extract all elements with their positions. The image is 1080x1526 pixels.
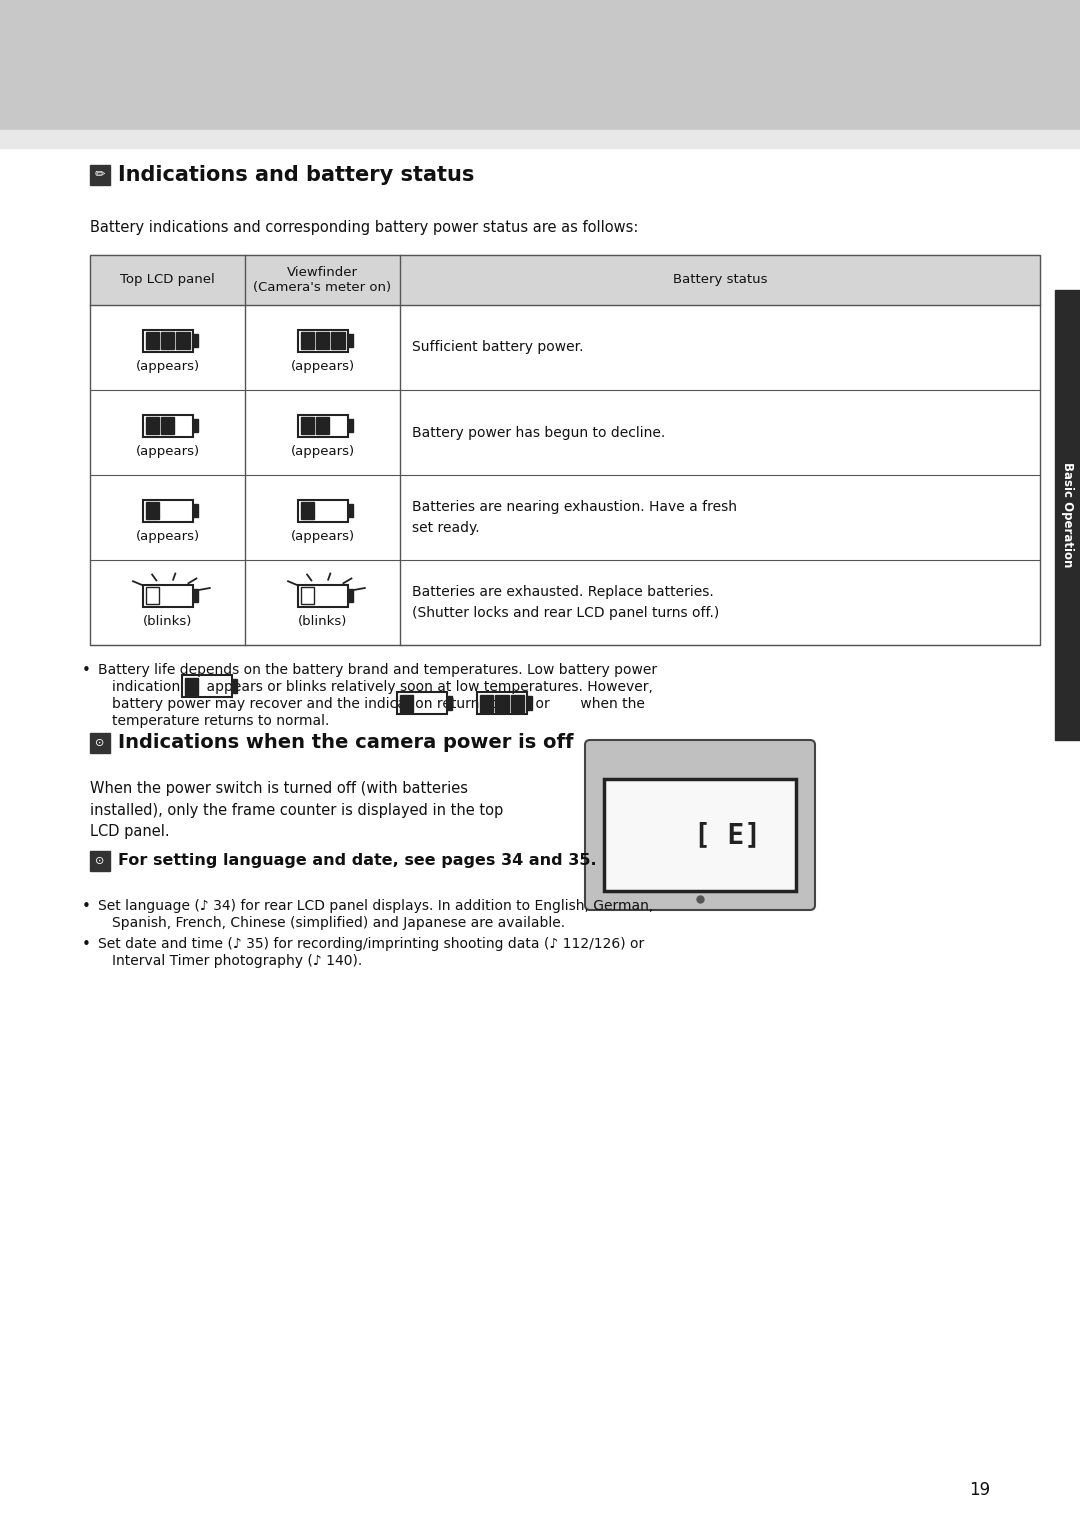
Text: (appears): (appears) — [291, 360, 354, 372]
Bar — [297, 499, 348, 522]
Text: Battery life depends on the battery brand and temperatures. Low battery power: Battery life depends on the battery bran… — [98, 662, 657, 678]
Text: When the power switch is turned off (with batteries
installed), only the frame c: When the power switch is turned off (wit… — [90, 781, 503, 839]
Text: Sufficient battery power.: Sufficient battery power. — [411, 340, 583, 354]
Bar — [315, 417, 329, 435]
Bar — [300, 417, 314, 435]
Bar — [0, 0, 1080, 130]
Text: Battery status: Battery status — [673, 273, 767, 287]
Text: battery power may recover and the indication returns to       or       when the: battery power may recover and the indica… — [112, 697, 645, 711]
Bar — [300, 502, 314, 519]
Bar — [300, 333, 314, 349]
Bar — [192, 589, 198, 603]
Bar — [90, 852, 110, 871]
Text: Batteries are exhausted. Replace batteries.: Batteries are exhausted. Replace batteri… — [411, 586, 714, 600]
Bar — [297, 584, 348, 607]
Bar — [400, 694, 414, 711]
Text: Indications and battery status: Indications and battery status — [118, 165, 474, 185]
Bar — [0, 130, 1080, 148]
Text: (blinks): (blinks) — [143, 615, 192, 627]
Bar — [143, 330, 192, 351]
Bar — [348, 420, 352, 432]
Bar — [192, 334, 198, 348]
Bar — [183, 674, 232, 697]
Text: temperature returns to normal.: temperature returns to normal. — [112, 714, 329, 728]
Text: ⊙: ⊙ — [95, 856, 105, 865]
Bar — [176, 333, 189, 349]
Text: For setting language and date, see pages 34 and 35.: For setting language and date, see pages… — [118, 853, 596, 868]
Bar — [146, 333, 159, 349]
Bar — [90, 165, 110, 185]
Bar — [1055, 290, 1080, 740]
Text: ⊙: ⊙ — [95, 739, 105, 748]
Bar — [511, 694, 524, 711]
Bar — [477, 691, 527, 714]
Text: indication      appears or blinks relatively soon at low temperatures. However,: indication appears or blinks relatively … — [112, 681, 653, 694]
Bar — [348, 504, 352, 517]
Text: (appears): (appears) — [291, 444, 354, 458]
Text: (appears): (appears) — [135, 444, 200, 458]
Text: 19: 19 — [970, 1482, 990, 1499]
Bar — [146, 588, 159, 604]
Text: Interval Timer photography (♪ 140).: Interval Timer photography (♪ 140). — [112, 954, 362, 967]
Text: (appears): (appears) — [291, 530, 354, 543]
Bar — [161, 333, 174, 349]
Text: Viewfinder
(Camera's meter on): Viewfinder (Camera's meter on) — [254, 266, 392, 295]
Text: ✏: ✏ — [95, 168, 105, 182]
Bar — [297, 330, 348, 351]
Text: Set language (♪ 34) for rear LCD panel displays. In addition to English, German,: Set language (♪ 34) for rear LCD panel d… — [98, 899, 653, 913]
Bar — [146, 417, 159, 435]
Text: (appears): (appears) — [135, 530, 200, 543]
Text: •: • — [82, 899, 91, 914]
Text: Battery indications and corresponding battery power status are as follows:: Battery indications and corresponding ba… — [90, 220, 638, 235]
Bar — [185, 678, 199, 694]
Bar — [297, 415, 348, 436]
Bar — [527, 696, 532, 710]
Bar — [348, 334, 352, 348]
Bar — [315, 333, 329, 349]
Text: set ready.: set ready. — [411, 520, 480, 534]
Bar — [143, 499, 192, 522]
Bar — [143, 584, 192, 607]
Bar — [90, 255, 1040, 645]
Bar — [332, 333, 345, 349]
Bar — [348, 589, 352, 603]
Bar — [161, 417, 174, 435]
Bar — [397, 691, 447, 714]
Bar — [192, 504, 198, 517]
Text: •: • — [82, 937, 91, 952]
Text: (blinks): (blinks) — [298, 615, 347, 627]
Text: Set date and time (♪ 35) for recording/imprinting shooting data (♪ 112/126) or: Set date and time (♪ 35) for recording/i… — [98, 937, 645, 951]
Text: [ E]: [ E] — [694, 821, 761, 848]
Bar — [143, 415, 192, 436]
Bar — [90, 255, 1040, 305]
Text: (appears): (appears) — [135, 360, 200, 372]
Text: Indications when the camera power is off: Indications when the camera power is off — [118, 734, 573, 752]
Text: Top LCD panel: Top LCD panel — [120, 273, 215, 287]
Bar — [480, 694, 494, 711]
Text: Spanish, French, Chinese (simplified) and Japanese are available.: Spanish, French, Chinese (simplified) an… — [112, 916, 565, 929]
Bar — [300, 588, 314, 604]
Bar — [232, 679, 237, 693]
Text: (Shutter locks and rear LCD panel turns off.): (Shutter locks and rear LCD panel turns … — [411, 606, 719, 620]
FancyBboxPatch shape — [585, 740, 815, 909]
Bar — [90, 732, 110, 752]
Bar — [447, 696, 453, 710]
Bar — [146, 502, 159, 519]
Bar — [604, 778, 796, 891]
Text: Battery power has begun to decline.: Battery power has begun to decline. — [411, 426, 665, 439]
Bar — [192, 420, 198, 432]
Text: Basic Operation: Basic Operation — [1061, 462, 1074, 568]
Text: •: • — [82, 662, 91, 678]
Bar — [496, 694, 509, 711]
Text: Batteries are nearing exhaustion. Have a fresh: Batteries are nearing exhaustion. Have a… — [411, 501, 737, 514]
